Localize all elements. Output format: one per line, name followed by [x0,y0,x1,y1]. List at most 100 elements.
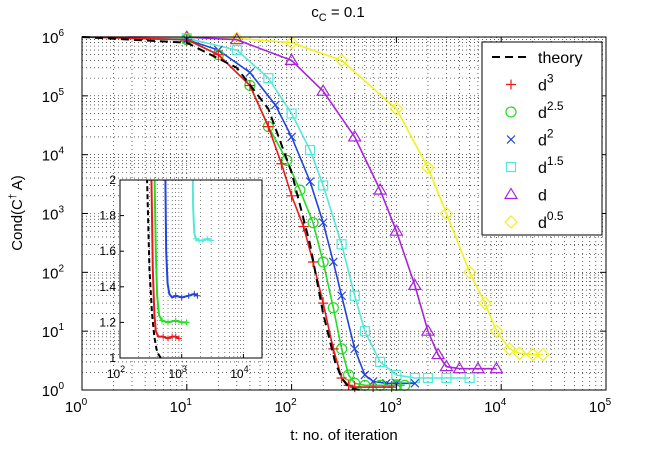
main-plot-area [81,30,550,393]
legend-entry: d0.5 [504,209,564,232]
data-point-marker [439,359,454,372]
legend-entry: d2.5 [505,99,564,122]
data-point-marker [360,370,370,380]
series-line [81,36,543,356]
data-point-marker [391,369,402,381]
data-point-marker [286,108,297,119]
data-point-marker [373,182,388,195]
data-point-marker [462,265,477,280]
legend-marker-swatch [505,106,517,118]
y-tick-label: 104 [42,146,65,165]
inset-series-d2 [164,180,201,301]
inset-data-point [159,317,166,324]
data-point-marker [343,369,355,381]
data-point-marker [318,218,328,228]
inset-data-point [172,333,179,340]
data-point-marker [298,221,309,232]
data-point-marker [536,347,550,362]
inset-background [120,180,262,358]
data-point-marker [336,239,347,250]
data-point-marker [334,53,349,68]
data-point-marker [452,361,467,374]
x-tick-label: 103 [379,397,402,416]
data-point-marker [284,53,299,66]
data-point-marker [347,129,362,142]
series-d0_5 [81,30,550,362]
y-tick-label: 101 [42,322,65,341]
legend-marker-swatch [504,215,518,229]
x-axis-label: t: no. of iteration [290,427,398,444]
data-point-marker [270,100,280,110]
inset-series-d3 [150,180,182,342]
y-tick-label: 100 [42,381,65,400]
inset-x-tick-label: 103 [169,364,187,381]
inset-data-point [204,235,211,242]
y-axis-label: Cond(C† A) [8,175,26,251]
data-point-marker [350,344,360,354]
data-point-marker [307,217,319,229]
data-point-marker [337,291,347,301]
series-d1_5 [81,33,475,384]
data-point-marker [478,296,492,310]
inset-data-point [191,290,198,297]
inset-data-point [172,317,179,324]
data-point-marker [389,224,404,236]
y-tick-label: 106 [42,28,65,47]
data-point-marker [349,290,360,301]
legend-label: d1.5 [538,154,564,177]
data-point-marker [489,324,504,339]
data-point-marker [502,342,517,356]
data-point-marker [263,73,274,84]
x-tick-label: 105 [589,397,612,416]
data-point-marker [229,31,244,46]
inset-series-theory [146,180,162,358]
inset-y-tick-label: 1.4 [99,280,116,294]
x-tick-label: 102 [274,397,297,416]
data-point-marker [317,256,329,268]
inset-series-line [146,180,162,358]
legend-marker-swatch [506,135,516,144]
inset-series-line [164,180,198,299]
data-point-marker [512,346,527,361]
inset-data-point [208,237,215,244]
inset-data-point [165,335,172,342]
data-point-marker [343,380,354,391]
data-point-marker [389,102,404,116]
series-line [81,36,392,388]
data-point-marker [359,326,370,337]
inset-data-point [165,319,172,326]
data-point-marker [470,361,486,374]
data-point-marker [263,121,274,132]
legend-entry: d3 [506,72,554,95]
inset-frame [119,179,263,359]
inset-data-point [185,292,192,299]
data-point-marker [231,44,242,56]
series-theory [81,36,364,391]
data-point-marker [328,257,338,267]
inset-x-tick-label: 102 [107,364,125,381]
data-point-marker [525,347,540,362]
data-point-marker [316,84,331,96]
inset-series-d2_5 [153,180,190,326]
data-point-marker [229,32,244,45]
inset-y-tick-label: 1 [109,351,116,365]
inset-data-point [183,319,190,326]
legend-entry: theory [492,50,582,67]
legend-label: d0.5 [538,209,564,232]
y-tick-label: 105 [42,87,65,106]
data-point-marker [421,160,435,175]
data-point-marker [276,158,287,169]
legend-label: d3 [538,72,554,95]
data-point-marker [410,378,420,388]
inset-y-tick-label: 1.2 [99,315,116,329]
data-point-marker [287,132,297,142]
data-point-marker [305,177,315,186]
legend-marker-swatch [503,187,519,200]
data-point-marker [284,35,299,50]
legend-entry: d2 [506,127,554,150]
legend-label: d2 [538,127,554,150]
data-point-marker [489,361,504,374]
inset-chart: 1 1.2 1.4 1.6 1.8 2 102 103 104 [99,173,263,381]
legend-box [481,41,603,236]
data-point-marker [439,206,454,221]
